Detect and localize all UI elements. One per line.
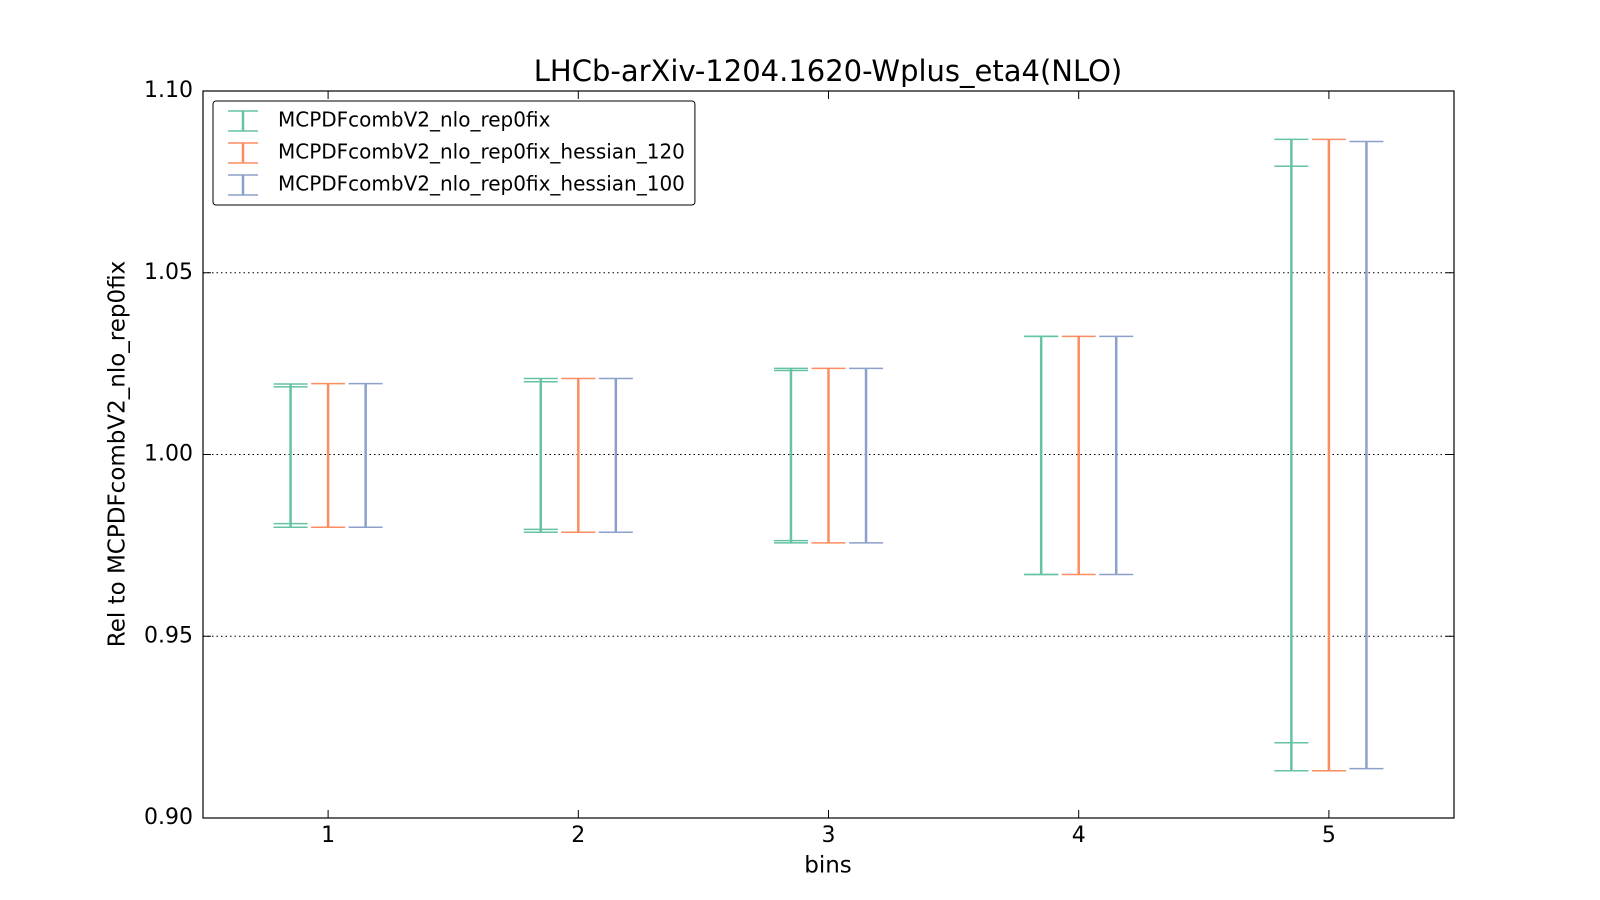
y-tick-label: 1.10 xyxy=(144,78,193,103)
y-tick-label: 0.90 xyxy=(144,805,193,830)
y-axis-label: Rel to MCPDFcombV2_nlo_rep0fix xyxy=(105,261,131,647)
legend-label: MCPDFcombV2_nlo_rep0fix xyxy=(278,108,551,132)
legend-label: MCPDFcombV2_nlo_rep0fix_hessian_120 xyxy=(278,140,685,164)
x-tick-label: 2 xyxy=(571,823,585,848)
plot-frame xyxy=(202,90,1455,819)
y-tick-label: 0.95 xyxy=(144,623,193,648)
x-tick-label: 3 xyxy=(822,823,836,848)
y-tick-label: 1.05 xyxy=(144,260,193,285)
legend-label: MCPDFcombV2_nlo_rep0fix_hessian_100 xyxy=(278,172,685,196)
legend-frame xyxy=(212,100,696,206)
x-tick-label: 4 xyxy=(1072,823,1086,848)
x-axis-label: bins xyxy=(804,853,852,879)
chart-title: LHCb-arXiv-1204.1620-Wplus_eta4(NLO) xyxy=(534,54,1123,88)
y-tick-label: 1.00 xyxy=(144,442,193,467)
x-tick-label: 1 xyxy=(321,823,335,848)
legend: MCPDFcombV2_nlo_rep0fix MCPDFcombV2_nlo_r… xyxy=(212,100,696,206)
x-tick-label: 5 xyxy=(1322,823,1336,848)
